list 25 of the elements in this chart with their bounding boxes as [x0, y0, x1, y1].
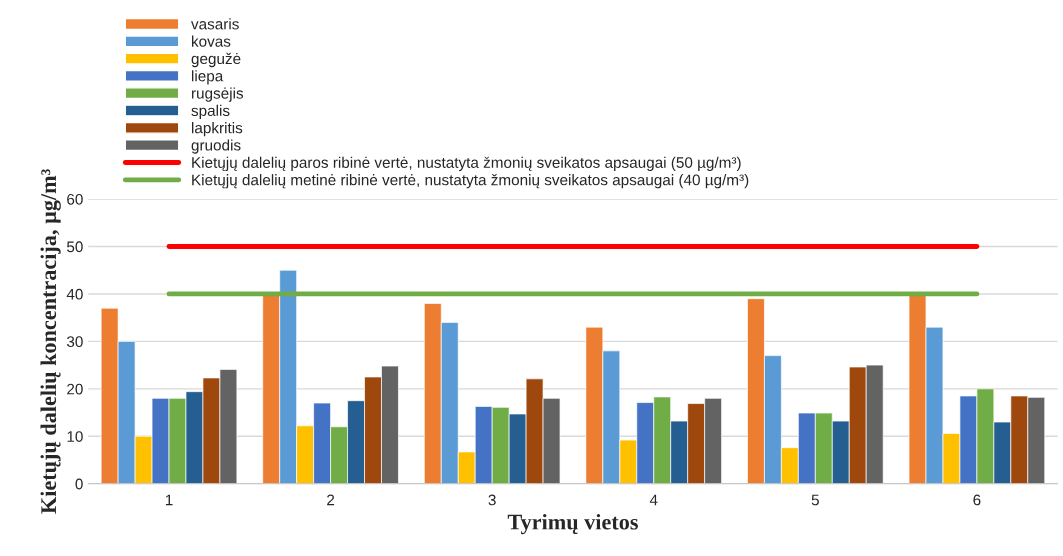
y-tick-label: 0 — [75, 478, 83, 490]
legend-label: Kietųjų dalelių metinė ribinė vertė, nustatyta žmonių sveikatos apsaugai (40 µg/m³) — [192, 174, 749, 189]
y-tick-label: 10 — [67, 431, 83, 442]
x-axis-title: Tyrimų vietos — [507, 513, 638, 535]
y-tick-label: 40 — [66, 288, 83, 300]
legend-label: vasaris — [191, 18, 239, 30]
x-tick-label: 2 — [327, 494, 335, 506]
legend-label: liepa — [192, 70, 224, 85]
legend-label: gegužė — [191, 52, 241, 68]
legend-label: gruodis — [191, 139, 241, 154]
y-tick-label: 30 — [66, 336, 83, 348]
x-tick-label: 4 — [649, 494, 658, 506]
legend-label: Kietųjų dalelių paros ribinė vertė, nustatyta žmonių sveikatos apsaugai (50 µg/m³) — [192, 156, 741, 171]
y-tick-label: 50 — [66, 241, 83, 253]
legend-label: spalis — [191, 104, 230, 120]
x-tick-label: 1 — [165, 494, 173, 506]
y-tick-label: 60 — [67, 193, 83, 205]
y-axis-title: Kietųjų dalelių koncentracija, µg/m³ — [40, 169, 61, 514]
legend-label: rugsėjis — [191, 87, 244, 102]
x-tick-label: 3 — [488, 494, 496, 506]
x-tick-label: 6 — [973, 494, 981, 506]
y-tick-label: 20 — [67, 383, 83, 395]
legend-label: lapkritis — [192, 122, 243, 137]
legend-label: kovas — [192, 35, 231, 47]
x-tick-label: 5 — [811, 494, 819, 506]
